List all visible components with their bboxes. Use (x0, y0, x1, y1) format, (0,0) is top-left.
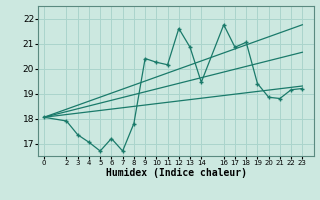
X-axis label: Humidex (Indice chaleur): Humidex (Indice chaleur) (106, 168, 246, 178)
